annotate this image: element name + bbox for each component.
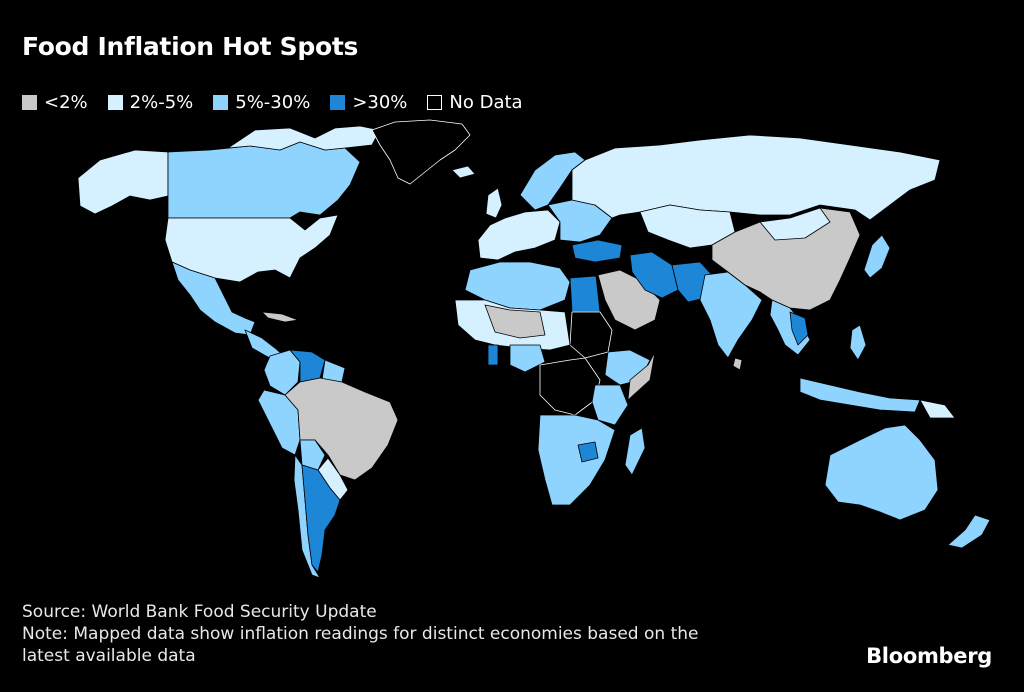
region-somalia <box>627 351 656 401</box>
legend-label-lt2: <2% <box>44 92 88 113</box>
region-iran <box>629 251 679 299</box>
legend-label-5-30: 5%-30% <box>235 92 311 113</box>
world-choropleth-map <box>77 119 991 579</box>
legend-swatch-lt2 <box>22 95 37 110</box>
region-zimbabwe <box>577 441 599 463</box>
region-cuba <box>261 311 299 323</box>
region-western-europe <box>477 209 561 261</box>
legend-swatch-gt30 <box>330 95 346 110</box>
region-uk <box>485 187 503 219</box>
region-ghana <box>487 344 499 366</box>
region-indonesia <box>799 377 921 413</box>
footer-notes: Source: World Bank Food Security Update … <box>22 601 822 667</box>
region-north-africa <box>464 261 571 311</box>
region-madagascar <box>624 427 646 476</box>
region-mali-niger <box>484 304 546 339</box>
region-png <box>919 399 956 419</box>
legend-item-2-5: 2%-5% <box>107 92 194 113</box>
region-sri-lanka <box>732 357 743 371</box>
region-central-africa <box>539 357 601 416</box>
note-text-continued: latest available data <box>22 646 196 666</box>
region-iceland <box>451 165 476 179</box>
region-east-africa <box>591 384 629 426</box>
region-canada <box>167 141 361 219</box>
region-mongolia <box>759 207 831 241</box>
bloomberg-logo: Bloomberg <box>866 644 992 668</box>
legend: <2% 2%-5% 5%-30% >30% No Data <box>22 92 543 113</box>
region-japan <box>863 234 891 279</box>
region-nigeria <box>509 344 546 373</box>
legend-item-no-data: No Data <box>427 92 523 113</box>
legend-item-gt30: >30% <box>330 92 407 113</box>
map-title: Food Inflation Hot Spots <box>22 32 359 61</box>
region-new-zealand <box>947 514 991 549</box>
note-text: Note: Mapped data show inflation reading… <box>22 624 699 644</box>
legend-label-no-data: No Data <box>449 92 523 113</box>
legend-swatch-no-data <box>427 95 443 110</box>
region-brazil <box>284 377 399 481</box>
region-turkey <box>571 239 623 263</box>
region-mexico <box>171 261 256 336</box>
region-russia <box>571 134 941 221</box>
region-thailand <box>789 311 809 346</box>
legend-item-5-30: 5%-30% <box>213 92 310 113</box>
region-bolivia <box>299 439 326 471</box>
source-text: Source: World Bank Food Security Update <box>22 602 377 622</box>
region-australia <box>824 424 939 521</box>
region-greenland <box>371 119 471 185</box>
legend-item-lt2: <2% <box>22 92 88 113</box>
legend-swatch-2-5 <box>107 95 123 110</box>
region-egypt <box>569 275 601 313</box>
legend-swatch-5-30 <box>213 95 229 110</box>
region-philippines <box>849 324 867 361</box>
region-alaska <box>77 149 169 215</box>
region-argentina <box>301 464 341 573</box>
region-southern-africa <box>537 414 616 506</box>
legend-label-gt30: >30% <box>352 92 408 113</box>
legend-label-2-5: 2%-5% <box>129 92 194 113</box>
region-sudan <box>569 311 613 359</box>
